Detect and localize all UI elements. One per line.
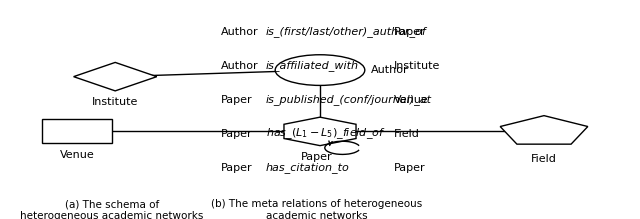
Text: Paper: Paper [301,152,333,162]
Text: Field: Field [531,154,557,164]
Text: $\mathit{has\_(L_1-L_5)\_field\_of}$: $\mathit{has\_(L_1-L_5)\_field\_of}$ [266,126,385,141]
Polygon shape [500,116,588,144]
Text: Field: Field [394,129,419,139]
Text: Paper: Paper [221,95,252,105]
Text: has_citation_to: has_citation_to [266,162,349,173]
Text: (a) The schema of
heterogeneous academic networks: (a) The schema of heterogeneous academic… [20,199,204,219]
Polygon shape [284,117,356,146]
Text: (b) The meta relations of heterogeneous
academic networks: (b) The meta relations of heterogeneous … [211,199,422,219]
Text: Paper: Paper [394,162,425,173]
Text: Paper: Paper [221,162,252,173]
Text: is_published_(conf/journal)_at: is_published_(conf/journal)_at [266,94,431,105]
Text: is_(first/last/other)_author_of: is_(first/last/other)_author_of [266,26,426,37]
Text: is_affiliated_with: is_affiliated_with [266,60,358,71]
Text: Paper: Paper [394,27,425,37]
Text: Author: Author [371,65,409,75]
Text: Paper: Paper [221,129,252,139]
Text: Institute: Institute [92,97,138,108]
Polygon shape [74,62,157,91]
Circle shape [275,55,365,85]
Text: Venue: Venue [60,150,94,160]
Text: Institute: Institute [394,61,440,71]
Text: Venue: Venue [394,95,428,105]
Text: Author: Author [221,61,259,71]
Bar [42,119,112,143]
Text: Author: Author [221,27,259,37]
